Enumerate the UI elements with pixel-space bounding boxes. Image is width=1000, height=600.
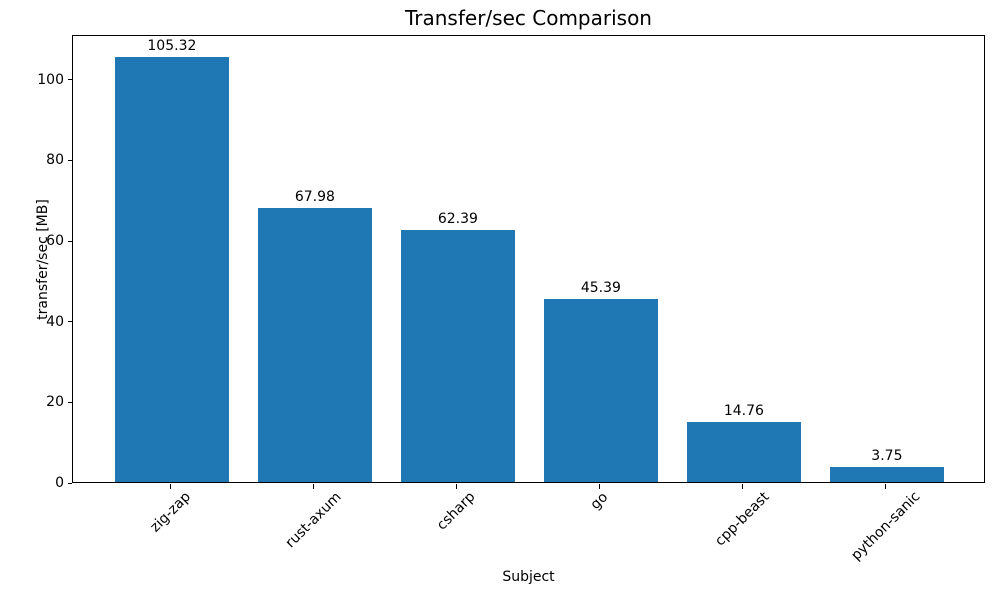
bar-zig-zap — [114, 57, 230, 482]
bar-rust-axum — [257, 207, 373, 482]
y-tick-label: 60 — [46, 233, 64, 250]
y-tick-mark — [67, 401, 72, 403]
y-tick-label: 100 — [37, 71, 64, 88]
bar-cpp-beast — [686, 422, 802, 482]
y-tick-label: 20 — [46, 394, 64, 411]
x-tick-label: zig-zap — [147, 488, 194, 536]
y-tick-mark — [67, 321, 72, 323]
y-tick-label: 80 — [46, 152, 64, 169]
y-tick-mark — [67, 482, 72, 484]
x-axis-label: Subject — [502, 569, 555, 585]
x-tick-label: csharp — [434, 488, 479, 534]
y-tick-mark — [67, 159, 72, 161]
chart-title: Transfer/sec Comparison — [405, 6, 652, 30]
plot-area: 105.32 67.98 62.39 45.39 14.76 3.75 — [72, 35, 985, 483]
y-tick-label: 0 — [55, 475, 64, 491]
y-tick-mark — [67, 79, 72, 81]
bar-python-sanic — [829, 466, 945, 482]
x-tick-mark — [742, 484, 744, 489]
x-tick-mark — [456, 484, 458, 489]
x-tick-label: cpp-beast — [712, 488, 773, 550]
x-tick-mark — [313, 484, 315, 489]
x-tick-label: python-sanic — [848, 488, 924, 565]
x-tick-mark — [885, 484, 887, 489]
y-tick-label: 40 — [46, 313, 64, 330]
x-tick-mark — [599, 484, 601, 489]
bar-value-label: 67.98 — [294, 188, 335, 205]
bar-go — [543, 298, 659, 482]
bar-value-label: 3.75 — [871, 447, 903, 464]
y-axis-label: transfer/sec [MB] — [34, 198, 51, 320]
x-tick-label: go — [587, 488, 612, 513]
x-tick-mark — [170, 484, 172, 489]
bar-value-label: 45.39 — [580, 279, 621, 296]
bar-value-label: 14.76 — [723, 403, 764, 420]
bar-value-label: 62.39 — [437, 211, 478, 228]
bar-csharp — [400, 230, 516, 482]
y-tick-mark — [67, 240, 72, 242]
bar-value-label: 105.32 — [147, 38, 197, 55]
x-tick-label: rust-axum — [282, 489, 345, 552]
